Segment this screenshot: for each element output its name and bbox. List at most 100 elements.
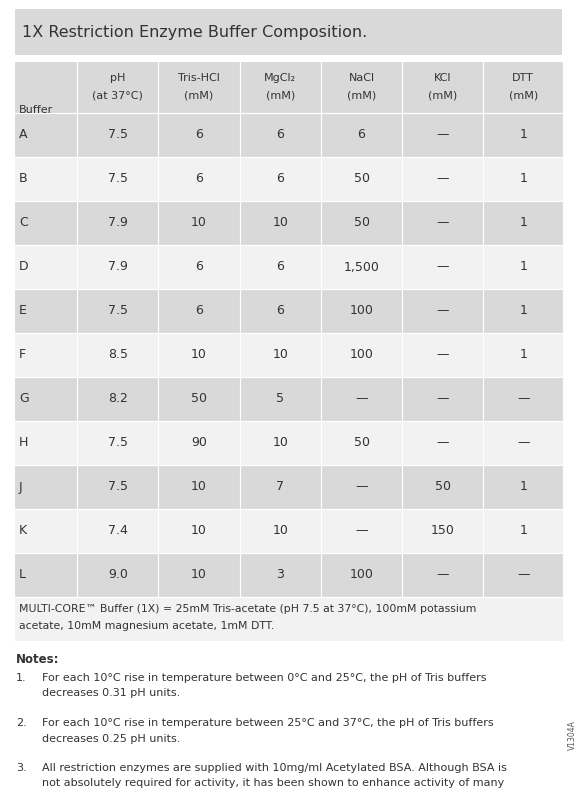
Text: Notes:: Notes: [16,653,59,666]
Bar [77,113,159,157]
Text: —: — [437,305,449,318]
Bar [402,333,484,377]
Text: 1: 1 [519,260,527,273]
Text: —: — [355,480,368,494]
Bar [239,157,321,201]
Bar [321,245,402,289]
Bar [77,289,159,333]
Text: 100: 100 [350,569,373,581]
Text: 6: 6 [276,305,284,318]
Text: A: A [19,129,28,141]
Text: 8.2: 8.2 [108,392,128,406]
Text: 1: 1 [519,480,527,494]
Bar [239,113,321,157]
Text: —: — [517,569,530,581]
Text: (at 37°C): (at 37°C) [92,91,143,101]
Bar [321,289,402,333]
Text: decreases 0.25 pH units.: decreases 0.25 pH units. [42,734,181,743]
Text: 8.5: 8.5 [108,349,128,361]
Text: 10: 10 [191,480,207,494]
Text: 10: 10 [191,349,207,361]
Bar [239,333,321,377]
Text: —: — [517,392,530,406]
Bar [159,201,239,245]
Bar [159,465,239,509]
Bar [402,553,484,597]
Bar [484,61,563,113]
Bar [14,201,77,245]
Bar [159,289,239,333]
Text: 100: 100 [350,349,373,361]
Text: DTT: DTT [512,73,534,83]
Text: —: — [355,392,368,406]
Text: —: — [355,525,368,538]
Text: 1: 1 [519,172,527,186]
Text: 10: 10 [272,525,288,538]
Bar [14,8,563,56]
Bar [484,465,563,509]
Bar [402,201,484,245]
Text: 7.5: 7.5 [108,480,128,494]
Text: 1,500: 1,500 [343,260,380,273]
Text: D: D [19,260,29,273]
Bar [402,113,484,157]
Bar [484,289,563,333]
Text: 50: 50 [434,480,451,494]
Bar [77,333,159,377]
Text: B: B [19,172,28,186]
Bar [321,465,402,509]
Bar [239,553,321,597]
Text: —: — [437,260,449,273]
Text: (mM): (mM) [428,91,458,101]
Bar [402,157,484,201]
Text: V1304A: V1304A [568,720,576,750]
Text: E: E [19,305,27,318]
Bar [77,465,159,509]
Bar [484,157,563,201]
Bar [402,377,484,421]
Bar [77,553,159,597]
Text: 6: 6 [276,260,284,273]
Text: 1X Restriction Enzyme Buffer Composition.: 1X Restriction Enzyme Buffer Composition… [22,25,367,40]
Text: —: — [437,392,449,406]
Text: 50: 50 [191,392,207,406]
Bar [159,245,239,289]
Text: —: — [437,172,449,186]
Text: 150: 150 [431,525,455,538]
Text: 1: 1 [519,129,527,141]
Text: K: K [19,525,27,538]
Text: 5: 5 [276,392,284,406]
Bar [14,553,77,597]
Bar [14,61,77,113]
Text: decreases 0.31 pH units.: decreases 0.31 pH units. [42,688,180,699]
Bar [159,553,239,597]
Text: 3: 3 [276,569,284,581]
Text: 7.9: 7.9 [108,217,128,229]
Bar [77,61,159,113]
Bar [14,245,77,289]
Text: —: — [437,349,449,361]
Bar [484,333,563,377]
Text: All restriction enzymes are supplied with 10mg/ml Acetylated BSA. Although BSA i: All restriction enzymes are supplied wit… [42,763,507,773]
Text: 1: 1 [519,305,527,318]
Text: For each 10°C rise in temperature between 0°C and 25°C, the pH of Tris buffers: For each 10°C rise in temperature betwee… [42,673,486,683]
Text: —: — [437,437,449,449]
Text: (mM): (mM) [185,91,213,101]
Bar [77,201,159,245]
Bar [77,377,159,421]
Text: 7.5: 7.5 [108,129,128,141]
Text: 7.4: 7.4 [108,525,128,538]
Text: (mM): (mM) [265,91,295,101]
Text: 6: 6 [195,260,203,273]
Text: 7.5: 7.5 [108,172,128,186]
Bar [159,113,239,157]
Text: —: — [437,217,449,229]
Text: 50: 50 [354,172,369,186]
Bar [321,157,402,201]
Text: —: — [437,569,449,581]
Bar [77,509,159,553]
Text: F: F [19,349,26,361]
Bar [159,333,239,377]
Text: 100: 100 [350,305,373,318]
Bar [14,597,563,641]
